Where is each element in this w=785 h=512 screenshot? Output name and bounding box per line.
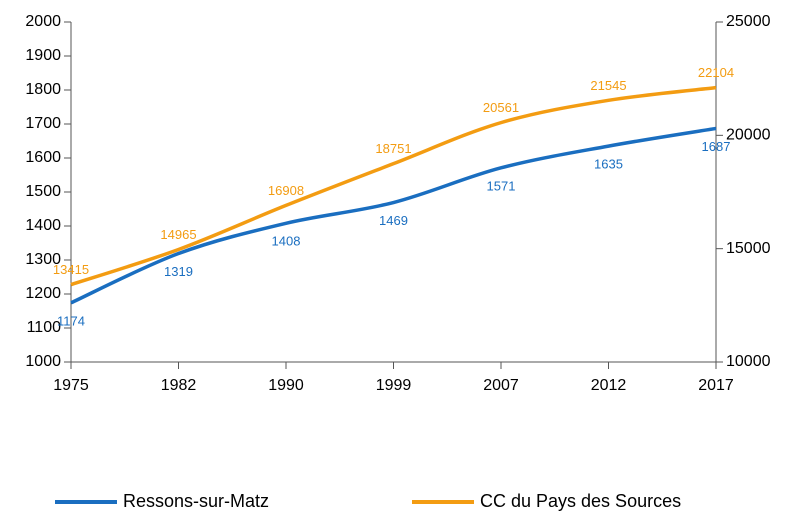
y2-tick-label: 25000: [726, 13, 771, 30]
data-label: 20561: [483, 100, 519, 115]
data-label: 1319: [164, 264, 193, 279]
x-tick-label: 1999: [376, 377, 412, 394]
x-tick-label: 2017: [698, 377, 734, 394]
data-label: 1408: [272, 234, 301, 249]
data-label: 22104: [698, 65, 734, 80]
y-tick-label: 1400: [25, 217, 61, 234]
data-label: 1174: [57, 313, 85, 328]
y-tick-label: 1600: [25, 149, 61, 166]
data-label: 18751: [375, 141, 411, 156]
data-label: 14965: [160, 227, 196, 242]
legend-label: Ressons-sur-Matz: [123, 491, 269, 511]
y-tick-label: 1200: [25, 285, 61, 302]
legend-label: CC du Pays des Sources: [480, 491, 681, 511]
x-tick-label: 2012: [591, 377, 627, 394]
x-tick-label: 1975: [53, 377, 89, 394]
data-label: 1635: [594, 157, 623, 172]
data-label: 1571: [487, 178, 516, 193]
y-tick-label: 1800: [25, 81, 61, 98]
data-label: 13415: [53, 262, 89, 277]
data-label: 21545: [590, 78, 626, 93]
y2-tick-label: 20000: [726, 127, 771, 144]
x-tick-label: 1982: [161, 377, 197, 394]
data-label: 1469: [379, 213, 408, 228]
y-tick-label: 1000: [25, 353, 61, 370]
y-tick-label: 2000: [25, 13, 61, 30]
series-line: [70, 85, 717, 287]
data-label: 16908: [268, 183, 304, 198]
y-tick-label: 1700: [25, 115, 61, 132]
x-tick-label: 1990: [268, 377, 304, 394]
series-line: [70, 126, 717, 305]
data-label: 1687: [702, 139, 731, 154]
y2-tick-label: 15000: [726, 240, 771, 257]
x-tick-label: 2007: [483, 377, 519, 394]
y-tick-label: 1300: [25, 251, 61, 268]
y-tick-label: 1500: [25, 183, 61, 200]
y-tick-label: 1900: [25, 47, 61, 64]
y-tick-label: 1100: [27, 319, 62, 336]
y2-tick-label: 10000: [726, 353, 771, 370]
